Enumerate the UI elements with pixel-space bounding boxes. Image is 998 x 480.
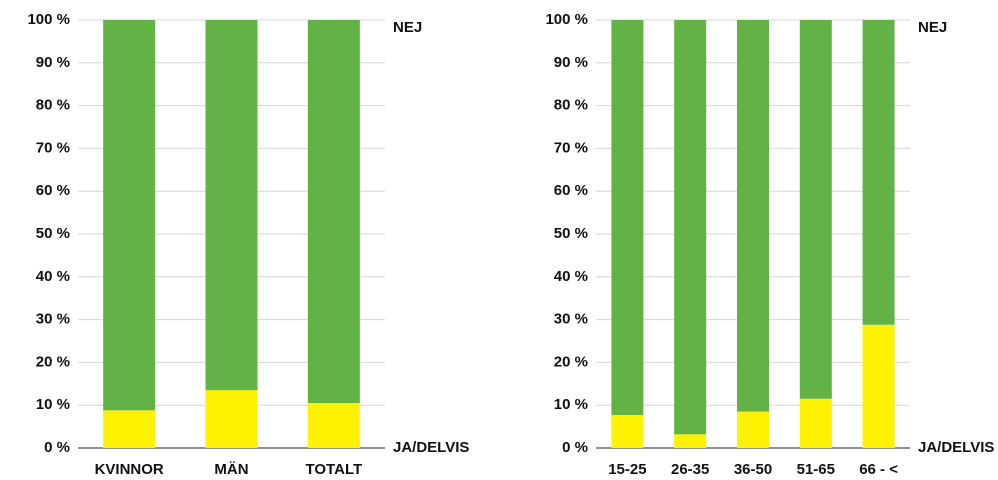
- y-tick-label: 10 %: [36, 396, 70, 413]
- series-label: JA/DELVIS: [393, 439, 469, 456]
- series-label: NEJ: [393, 19, 422, 36]
- bar-segment: [205, 390, 258, 448]
- bar-segment: [103, 410, 156, 448]
- y-tick-label: 70 %: [554, 139, 588, 156]
- x-tick-label: 36-50: [734, 461, 772, 478]
- bar-segment: [862, 324, 895, 448]
- y-tick-label: 60 %: [36, 182, 70, 199]
- x-tick-label: TOTALT: [306, 461, 363, 478]
- y-tick-label: 90 %: [554, 54, 588, 71]
- bar-segment: [611, 415, 644, 448]
- y-tick-label: 50 %: [554, 225, 588, 242]
- bar-segment: [674, 20, 707, 435]
- y-tick-label: 0 %: [562, 439, 588, 456]
- y-tick-label: 20 %: [554, 353, 588, 370]
- x-tick-label: 66 - <: [859, 461, 898, 478]
- bar-segment: [103, 20, 156, 411]
- y-tick-label: 70 %: [36, 139, 70, 156]
- series-label: NEJ: [918, 19, 947, 36]
- bar-segment: [307, 403, 360, 448]
- bar-segment: [862, 20, 895, 325]
- x-tick-label: 51-65: [797, 461, 835, 478]
- bar-segment: [737, 411, 769, 448]
- bar-segment: [799, 20, 832, 399]
- series-label: JA/DELVIS: [918, 439, 994, 456]
- bar-segment: [307, 20, 360, 404]
- y-tick-label: 100 %: [545, 11, 588, 28]
- bar-segment: [205, 20, 258, 391]
- y-tick-label: 0 %: [44, 439, 70, 456]
- y-tick-label: 40 %: [36, 268, 70, 285]
- bar-segment: [799, 398, 832, 448]
- y-tick-label: 30 %: [36, 311, 70, 328]
- y-tick-label: 10 %: [554, 396, 588, 413]
- x-tick-label: MÄN: [214, 461, 248, 478]
- y-tick-label: 100 %: [27, 11, 70, 28]
- bar-segment: [737, 20, 769, 412]
- bar-segment: [611, 20, 644, 416]
- bar-segment: [674, 434, 707, 448]
- y-tick-label: 50 %: [36, 225, 70, 242]
- y-tick-label: 20 %: [36, 353, 70, 370]
- y-tick-label: 30 %: [554, 311, 588, 328]
- y-tick-label: 60 %: [554, 182, 588, 199]
- y-tick-label: 90 %: [36, 54, 70, 71]
- x-tick-label: KVINNOR: [95, 461, 164, 478]
- y-tick-label: 80 %: [36, 97, 70, 114]
- y-tick-label: 80 %: [554, 97, 588, 114]
- x-tick-label: 26-35: [671, 461, 709, 478]
- y-tick-label: 40 %: [554, 268, 588, 285]
- x-tick-label: 15-25: [608, 461, 646, 478]
